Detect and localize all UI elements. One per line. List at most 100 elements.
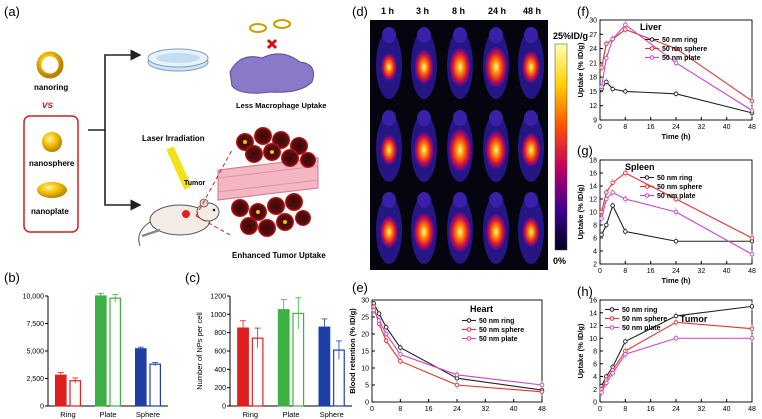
y-tick-label: 400 (214, 367, 226, 374)
legend-entry: 50 nm plate (662, 55, 701, 62)
y-tick-label: 30 (589, 18, 597, 25)
category-label: Plate (99, 410, 116, 419)
petri-dish-icon (147, 48, 209, 72)
mouse-scan (376, 110, 402, 182)
signal-hotspot (413, 212, 435, 252)
y-tick-label: 8 (593, 349, 597, 356)
y-tick-label: 0 (40, 404, 44, 411)
data-point (604, 41, 609, 47)
panel-label-e: (e) (352, 280, 368, 295)
signal-hotspot (414, 49, 434, 85)
data-point (376, 318, 382, 323)
scale-max-label: 25%ID/g (553, 31, 588, 41)
mouse-head (453, 27, 467, 43)
mouse-head (524, 110, 538, 126)
comparison-box (23, 115, 79, 233)
data-point (383, 324, 389, 330)
category-label: Sphere (136, 410, 160, 419)
x-tick-label: 16 (647, 124, 655, 131)
mouse-head (417, 27, 431, 43)
chart-c: 0 200 400 600 800 1000 1200 Number of NPs per c… (195, 294, 352, 419)
x-tick-label: 40 (723, 124, 731, 131)
signal-hotspot (484, 46, 508, 88)
data-point (599, 390, 604, 395)
x-tick-label: 48 (748, 406, 756, 413)
x-axis-label: Time (h) (661, 132, 691, 141)
panel-label-a: (a) (4, 4, 20, 19)
data-point (673, 336, 679, 341)
y-tick-label: 12 (589, 197, 597, 204)
y-tick-label: 9 (593, 118, 597, 125)
legend-entry: 50 nm sphere (622, 316, 667, 323)
panel-label-h: (h) (577, 284, 593, 299)
data-point (673, 238, 679, 244)
y-tick-label: 14 (589, 184, 597, 191)
mouse-head (417, 192, 431, 208)
chart-title: Tumor (680, 314, 708, 324)
mouse-head (453, 192, 467, 208)
signal-hotspot (521, 132, 541, 168)
y-tick-label: 16 (589, 298, 597, 305)
bar (251, 337, 264, 407)
x-tick-label: 8 (398, 406, 402, 413)
mouse-head (489, 27, 503, 43)
legend-entry: 50 nm plate (622, 325, 661, 332)
y-tick-label: 21 (589, 60, 597, 67)
data-point (749, 108, 755, 113)
signal-hotspot (379, 215, 399, 249)
x-tick-label: 24 (672, 406, 680, 413)
y-tick-label: 5 (365, 383, 369, 390)
laser-label: Laser Irradiation (142, 134, 205, 143)
data-point (454, 382, 460, 388)
bar (69, 380, 81, 407)
data-point (749, 235, 755, 241)
category-label: Ring (243, 410, 258, 419)
data-point (749, 336, 755, 341)
legend-marker (466, 327, 472, 332)
y-tick-label: 800 (214, 330, 226, 337)
data-point (749, 98, 755, 104)
y-tick-label: 4 (593, 374, 597, 381)
legend-entry: 50 nm sphere (657, 184, 702, 191)
x-tick-label: 0 (598, 268, 602, 275)
data-point (604, 222, 609, 228)
series-line (601, 191, 753, 255)
legend-marker (649, 46, 655, 51)
series-line (601, 28, 753, 102)
y-axis-label: Uptake (% ID/g) (576, 184, 585, 240)
x-tick-label: 16 (425, 406, 433, 413)
y-tick-label: 24 (589, 46, 597, 53)
x-tick-label: 0 (370, 406, 374, 413)
y-axis-label: Number of NPs per cell (195, 312, 204, 390)
y-tick-label: 4 (593, 249, 597, 256)
legend-marker (644, 175, 650, 180)
y-tick-label: 18 (589, 158, 597, 165)
time-label: 24 h (488, 6, 506, 16)
chart-e: 0 8 16 24 32 40 48 0 5 10 15 20 25 30 Blood retention … (348, 298, 546, 414)
legend-marker (609, 316, 615, 321)
legend-entry: 50 nm sphere (662, 46, 707, 53)
bar (277, 309, 290, 407)
data-point (623, 196, 628, 202)
chart-b: 0 2,500 5,000 7,500 10,000 Ring Plate Sphere (23, 292, 168, 419)
data-point (539, 389, 545, 395)
data-point (673, 196, 679, 202)
signal-hotspot (413, 131, 435, 169)
mouse-scan (411, 110, 437, 182)
data-point (371, 307, 377, 313)
arrow-to-dish (88, 49, 142, 131)
data-point (604, 190, 609, 195)
mouse-scan (411, 192, 437, 264)
y-tick-label: 10 (589, 210, 597, 217)
data-point (673, 313, 679, 319)
data-point (623, 351, 628, 357)
mouse-scan (483, 27, 509, 99)
legend-marker (609, 307, 615, 312)
data-point (376, 311, 382, 316)
x-tick-label: 24 (672, 268, 680, 275)
data-point (604, 55, 609, 61)
data-point (610, 203, 615, 208)
tumor-label: Tumor (184, 180, 206, 187)
